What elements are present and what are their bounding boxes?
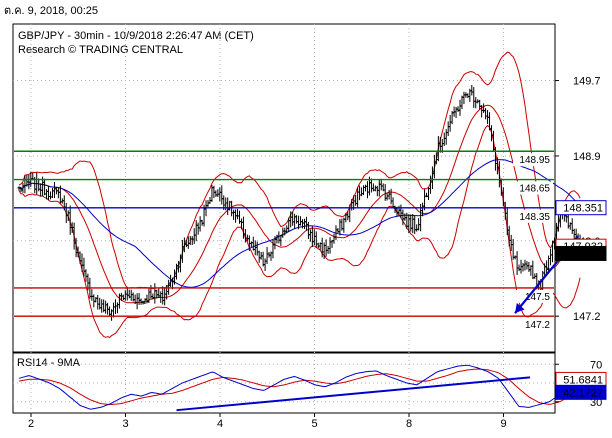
bollinger-bands bbox=[18, 51, 581, 338]
time-tick-label: 2 bbox=[28, 418, 34, 430]
window-timestamp: ต.ค. 9, 2018, 00:25 bbox=[4, 5, 98, 17]
chart-title: GBP/JPY - 30min - 10/9/2018 2:26:47 AM (… bbox=[18, 30, 254, 42]
time-axis: 2 3 4 5 8 9 bbox=[28, 413, 507, 430]
price-bars bbox=[17, 85, 582, 321]
rsi-trendline bbox=[176, 376, 531, 412]
bollinger-middle-line bbox=[18, 104, 581, 304]
level-label-bg bbox=[513, 181, 553, 195]
level-label-bg bbox=[513, 209, 553, 223]
rsi-badge-label-rsi: 42.1727 bbox=[563, 387, 603, 399]
price-badge-label-last: 147.908 bbox=[563, 248, 603, 260]
rsi-tick-label: 70 bbox=[590, 359, 602, 371]
chart-source: Research © TRADING CENTRAL bbox=[18, 44, 183, 56]
moving-average bbox=[18, 159, 581, 288]
bollinger-upper-line bbox=[18, 51, 581, 290]
rsi-badge-label-ma: 51.6841 bbox=[563, 374, 603, 386]
level-label-bg bbox=[513, 318, 553, 332]
price-tick-label: 149.7 bbox=[573, 76, 601, 88]
price-tick-label: 148.9 bbox=[573, 151, 601, 163]
rsi-badge-rsi bbox=[555, 384, 607, 400]
price-badge-last bbox=[555, 245, 607, 261]
level-label-147.2: 147.2 bbox=[525, 320, 550, 331]
rsi-lines bbox=[18, 364, 581, 412]
level-label-148.65: 148.65 bbox=[519, 184, 550, 195]
price-levels: 148.95 148.65 148.35 147.5 147.2 bbox=[14, 150, 554, 332]
time-tick-label: 4 bbox=[217, 418, 223, 430]
time-tick-label: 9 bbox=[500, 418, 506, 430]
level-label-bg bbox=[513, 153, 553, 167]
level-label-148.95: 148.95 bbox=[519, 155, 550, 166]
time-tick-label: 8 bbox=[406, 418, 412, 430]
rsi-line bbox=[18, 364, 581, 410]
level-label-148.35: 148.35 bbox=[519, 212, 550, 223]
price-badge-label-pivot: 148.351 bbox=[563, 203, 603, 215]
forecast-arrow-head bbox=[515, 303, 525, 314]
time-tick-label: 3 bbox=[122, 418, 128, 430]
gridlines bbox=[13, 24, 555, 413]
moving-average-line bbox=[18, 159, 581, 288]
bollinger-lower-line bbox=[18, 124, 581, 338]
level-label-bg bbox=[513, 289, 553, 303]
rsi-ma-line bbox=[18, 368, 581, 406]
price-badge-pivot bbox=[555, 200, 607, 216]
rsi-title: RSI14 - 9MA bbox=[17, 357, 81, 369]
time-tick-label: 5 bbox=[311, 418, 317, 430]
level-label-147.5: 147.5 bbox=[525, 292, 550, 303]
price-panel bbox=[12, 23, 556, 353]
price-tick-label: 147.2 bbox=[573, 311, 601, 323]
ohlc-bar bbox=[570, 218, 574, 234]
